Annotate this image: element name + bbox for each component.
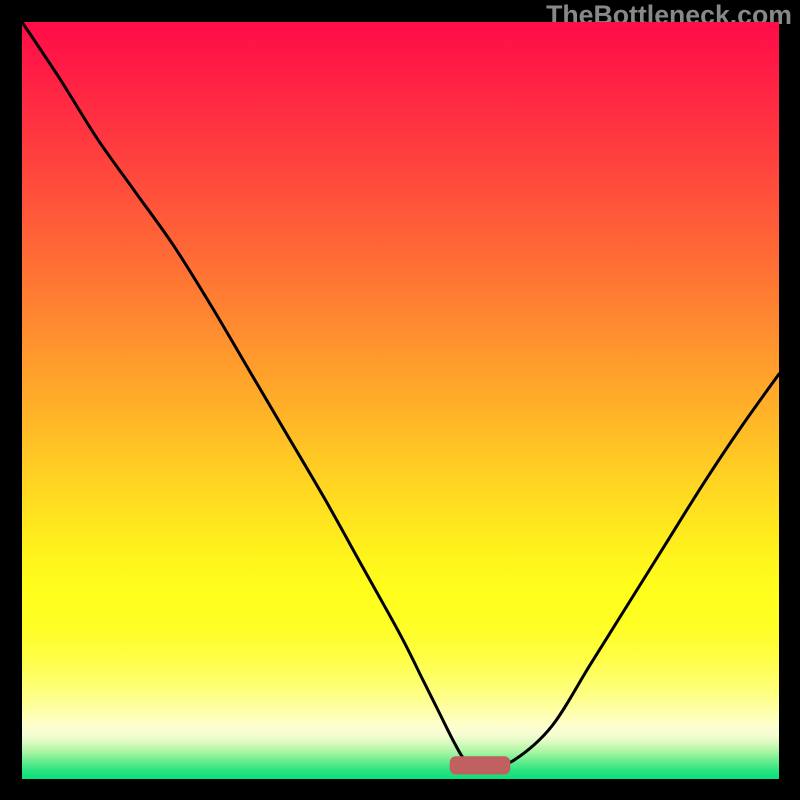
optimal-range-marker [450,756,511,774]
chart-frame: TheBottleneck.com [0,0,800,800]
bottleneck-chart [22,22,779,779]
heat-gradient-bg [22,22,779,779]
plot-area [22,22,779,779]
